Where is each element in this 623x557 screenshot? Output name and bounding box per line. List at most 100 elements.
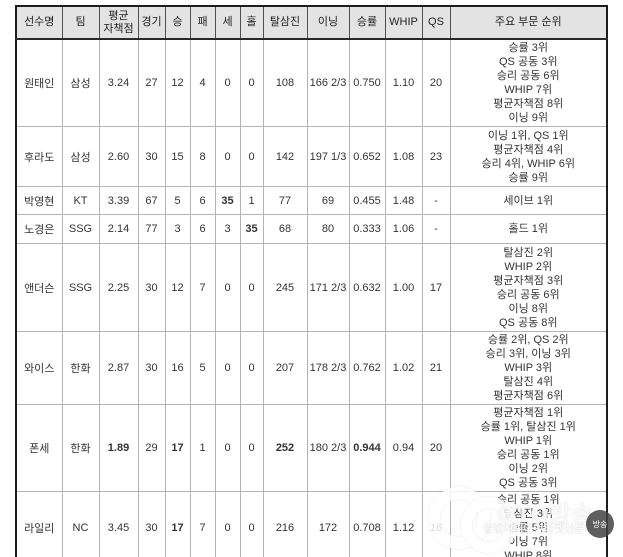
cell-holds: 0 [239,38,264,127]
col-header-innings: 이닝 [306,5,350,40]
cell-losses: 1 [189,404,216,492]
cell-era: 2.25 [98,243,139,332]
cell-strikeouts: 252 [262,404,308,492]
col-header-team: 팀 [61,5,100,40]
cell-losses: 8 [189,126,216,187]
cell-whip: 1.48 [384,186,423,215]
col-header-games: 경기 [137,5,166,40]
cell-strikeouts: 216 [262,491,308,557]
cell-era: 3.45 [98,491,139,557]
cell-wins: 5 [164,186,191,215]
cell-holds: 0 [239,491,264,557]
col-header-qs: QS [421,5,451,40]
cell-innings: 178 2/3 [306,331,350,405]
table-row: 박영현 KT 3.39 67 5 6 35 1 77 69 0.455 1.48… [15,186,608,215]
cell-name: 앤더슨 [15,243,63,332]
cell-rankings: 평균자책점 1위 승률 1위, 탈삼진 1위 WHIP 1위 승리 공동 1위 … [449,404,608,492]
cell-games: 30 [137,331,166,405]
cell-qs: 20 [421,404,451,492]
cell-wins: 15 [164,126,191,187]
cell-name: 원태인 [15,38,63,127]
col-header-wins: 승 [164,5,191,40]
cell-qs: 17 [421,243,451,332]
cell-innings: 172 [306,491,350,557]
cell-rankings: 승리 공동 1위 탈삼진 3위 승률 5위 이닝 7위 WHIP 8위 [449,491,608,557]
cell-holds: 35 [239,214,264,244]
cell-losses: 7 [189,491,216,557]
col-header-whip: WHIP [384,5,423,40]
cell-innings: 166 2/3 [306,38,350,127]
table-wrap: 선수명 팀 평균 자책점 경기 승 패 세 홀 탈삼진 이닝 승률 WHIP Q… [15,5,608,557]
cell-strikeouts: 142 [262,126,308,187]
cell-wins: 12 [164,243,191,332]
cell-whip: 1.10 [384,38,423,127]
cell-saves: 35 [214,186,241,215]
cell-era: 1.89 [98,404,139,492]
cell-whip: 1.12 [384,491,423,557]
cell-winrate: 0.762 [348,331,386,405]
cell-losses: 7 [189,243,216,332]
table-row: 노경은 SSG 2.14 77 3 6 3 35 68 80 0.333 1.0… [15,214,608,244]
cell-games: 27 [137,38,166,127]
col-header-rankings: 주요 부문 순위 [449,5,608,40]
col-header-saves: 세 [214,5,241,40]
table-row: 와이스 한화 2.87 30 16 5 0 0 207 178 2/3 0.76… [15,331,608,405]
cell-losses: 4 [189,38,216,127]
cell-winrate: 0.333 [348,214,386,244]
table-row: 후라도 삼성 2.60 30 15 8 0 0 142 197 1/3 0.65… [15,126,608,187]
cell-rankings: 이닝 1위, QS 1위 평균자책점 4위 승리 4위, WHIP 6위 승률 … [449,126,608,187]
cell-wins: 17 [164,404,191,492]
cell-strikeouts: 108 [262,38,308,127]
cell-name: 라일리 [15,491,63,557]
table-row: 폰세 한화 1.89 29 17 1 0 0 252 180 2/3 0.944… [15,404,608,492]
cell-winrate: 0.632 [348,243,386,332]
cell-winrate: 0.455 [348,186,386,215]
cell-strikeouts: 68 [262,214,308,244]
cell-games: 30 [137,491,166,557]
cell-innings: 80 [306,214,350,244]
cell-rankings: 세이브 1위 [449,186,608,215]
cell-saves: 0 [214,491,241,557]
header-row: 선수명 팀 평균 자책점 경기 승 패 세 홀 탈삼진 이닝 승률 WHIP Q… [15,5,608,40]
cell-team: KT [61,186,100,215]
cell-innings: 171 2/3 [306,243,350,332]
cell-rankings: 홀드 1위 [449,214,608,244]
cell-name: 후라도 [15,126,63,187]
cell-games: 77 [137,214,166,244]
cell-team: 삼성 [61,38,100,127]
cell-team: SSG [61,214,100,244]
cell-era: 3.24 [98,38,139,127]
cell-whip: 1.00 [384,243,423,332]
cell-team: 삼성 [61,126,100,187]
cell-innings: 197 1/3 [306,126,350,187]
table-row: 라일리 NC 3.45 30 17 7 0 0 216 172 0.708 1.… [15,491,608,557]
col-header-era: 평균 자책점 [98,5,139,40]
col-header-name: 선수명 [15,5,63,40]
cell-saves: 0 [214,243,241,332]
cell-saves: 0 [214,404,241,492]
cell-qs: - [421,186,451,215]
cell-qs: 16 [421,491,451,557]
cell-losses: 5 [189,331,216,405]
cell-winrate: 0.750 [348,38,386,127]
cell-strikeouts: 245 [262,243,308,332]
pitcher-stats-table: 선수명 팀 평균 자책점 경기 승 패 세 홀 탈삼진 이닝 승률 WHIP Q… [15,5,608,557]
cell-winrate: 0.944 [348,404,386,492]
cell-games: 30 [137,126,166,187]
cell-losses: 6 [189,186,216,215]
cell-qs: 23 [421,126,451,187]
cell-games: 30 [137,243,166,332]
cell-rankings: 승률 3위 QS 공동 3위 승리 공동 6위 WHIP 7위 평균자책점 8위… [449,38,608,127]
col-header-losses: 패 [189,5,216,40]
cell-qs: 21 [421,331,451,405]
cell-games: 29 [137,404,166,492]
cell-saves: 0 [214,331,241,405]
cell-era: 3.39 [98,186,139,215]
cell-name: 폰세 [15,404,63,492]
cell-winrate: 0.652 [348,126,386,187]
cell-era: 2.14 [98,214,139,244]
cell-holds: 0 [239,126,264,187]
cell-name: 와이스 [15,331,63,405]
cell-qs: 20 [421,38,451,127]
